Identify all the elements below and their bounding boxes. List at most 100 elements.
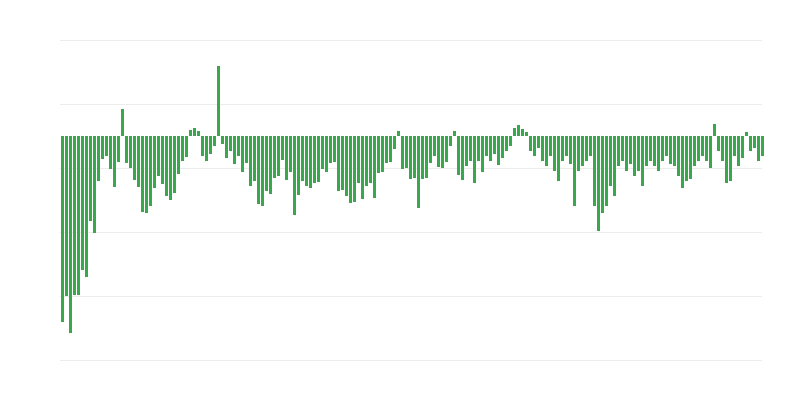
bar[interactable] — [616, 135, 620, 166]
bar[interactable] — [184, 135, 188, 157]
bar[interactable] — [408, 135, 412, 179]
bar[interactable] — [520, 128, 524, 136]
bar[interactable] — [148, 135, 152, 206]
bar[interactable] — [656, 135, 660, 171]
bar[interactable] — [692, 135, 696, 166]
bar[interactable] — [240, 135, 244, 172]
bar[interactable] — [708, 135, 712, 168]
bar[interactable] — [688, 135, 692, 179]
bar[interactable] — [504, 135, 508, 151]
bar[interactable] — [280, 135, 284, 160]
bar[interactable] — [328, 135, 332, 163]
bar[interactable] — [76, 135, 80, 295]
bar[interactable] — [748, 135, 752, 151]
bar[interactable] — [576, 135, 580, 171]
bar[interactable] — [588, 135, 592, 156]
bar[interactable] — [364, 135, 368, 186]
bar[interactable] — [452, 130, 456, 136]
bar[interactable] — [556, 135, 560, 181]
bar[interactable] — [740, 135, 744, 158]
bar[interactable] — [564, 135, 568, 156]
bar[interactable] — [152, 135, 156, 188]
bar[interactable] — [84, 135, 88, 277]
bar[interactable] — [480, 135, 484, 172]
bar[interactable] — [608, 135, 612, 186]
bar[interactable] — [436, 135, 440, 167]
bar[interactable] — [380, 135, 384, 172]
bar[interactable] — [596, 135, 600, 231]
bar[interactable] — [444, 135, 448, 162]
bar[interactable] — [188, 129, 192, 136]
bar[interactable] — [568, 135, 572, 164]
bar[interactable] — [492, 135, 496, 154]
bar[interactable] — [592, 135, 596, 206]
bar[interactable] — [604, 135, 608, 206]
bar[interactable] — [572, 135, 576, 206]
bar[interactable] — [484, 135, 488, 156]
bar[interactable] — [104, 135, 108, 156]
bar[interactable] — [180, 135, 184, 161]
bar[interactable] — [732, 135, 736, 156]
bar[interactable] — [68, 135, 72, 333]
bar[interactable] — [352, 135, 356, 202]
bar[interactable] — [560, 135, 564, 161]
bar[interactable] — [64, 135, 68, 296]
bar[interactable] — [696, 135, 700, 161]
bar[interactable] — [144, 135, 148, 213]
bar[interactable] — [136, 135, 140, 187]
bar[interactable] — [296, 135, 300, 195]
bar[interactable] — [652, 135, 656, 166]
bar[interactable] — [208, 135, 212, 154]
bar[interactable] — [284, 135, 288, 180]
bar[interactable] — [356, 135, 360, 183]
bar[interactable] — [312, 135, 316, 183]
bar[interactable] — [672, 135, 676, 166]
bar[interactable] — [340, 135, 344, 190]
bar[interactable] — [728, 135, 732, 181]
bar[interactable] — [372, 135, 376, 198]
bar[interactable] — [292, 135, 296, 215]
bar[interactable] — [488, 135, 492, 161]
bar[interactable] — [424, 135, 428, 178]
bar[interactable] — [160, 135, 164, 184]
bar[interactable] — [288, 135, 292, 172]
bar[interactable] — [212, 135, 216, 146]
bar[interactable] — [508, 135, 512, 146]
bar[interactable] — [308, 135, 312, 188]
bar[interactable] — [684, 135, 688, 181]
bar[interactable] — [260, 135, 264, 206]
bar[interactable] — [140, 135, 144, 212]
bar[interactable] — [700, 135, 704, 156]
bar[interactable] — [500, 135, 504, 158]
bar[interactable] — [724, 135, 728, 183]
bar[interactable] — [428, 135, 432, 163]
bar[interactable] — [60, 135, 64, 322]
bar[interactable] — [228, 135, 232, 151]
bar[interactable] — [612, 135, 616, 196]
bar[interactable] — [620, 135, 624, 161]
bar[interactable] — [128, 135, 132, 168]
bar[interactable] — [448, 135, 452, 146]
bar[interactable] — [80, 135, 84, 270]
bar[interactable] — [336, 135, 340, 191]
bar[interactable] — [456, 135, 460, 175]
bar[interactable] — [512, 127, 516, 136]
bar[interactable] — [744, 131, 748, 136]
bar[interactable] — [112, 135, 116, 187]
bar[interactable] — [420, 135, 424, 179]
bar[interactable] — [248, 135, 252, 186]
bar[interactable] — [404, 135, 408, 168]
bar[interactable] — [668, 135, 672, 164]
bar[interactable] — [96, 135, 100, 181]
bar[interactable] — [712, 123, 716, 136]
bar[interactable] — [392, 135, 396, 149]
bar[interactable] — [472, 135, 476, 183]
bar[interactable] — [528, 135, 532, 151]
bar[interactable] — [272, 135, 276, 178]
bar[interactable] — [540, 135, 544, 161]
bar[interactable] — [584, 135, 588, 161]
bar[interactable] — [244, 135, 248, 163]
bar[interactable] — [624, 135, 628, 171]
bar[interactable] — [524, 131, 528, 136]
bar[interactable] — [680, 135, 684, 188]
